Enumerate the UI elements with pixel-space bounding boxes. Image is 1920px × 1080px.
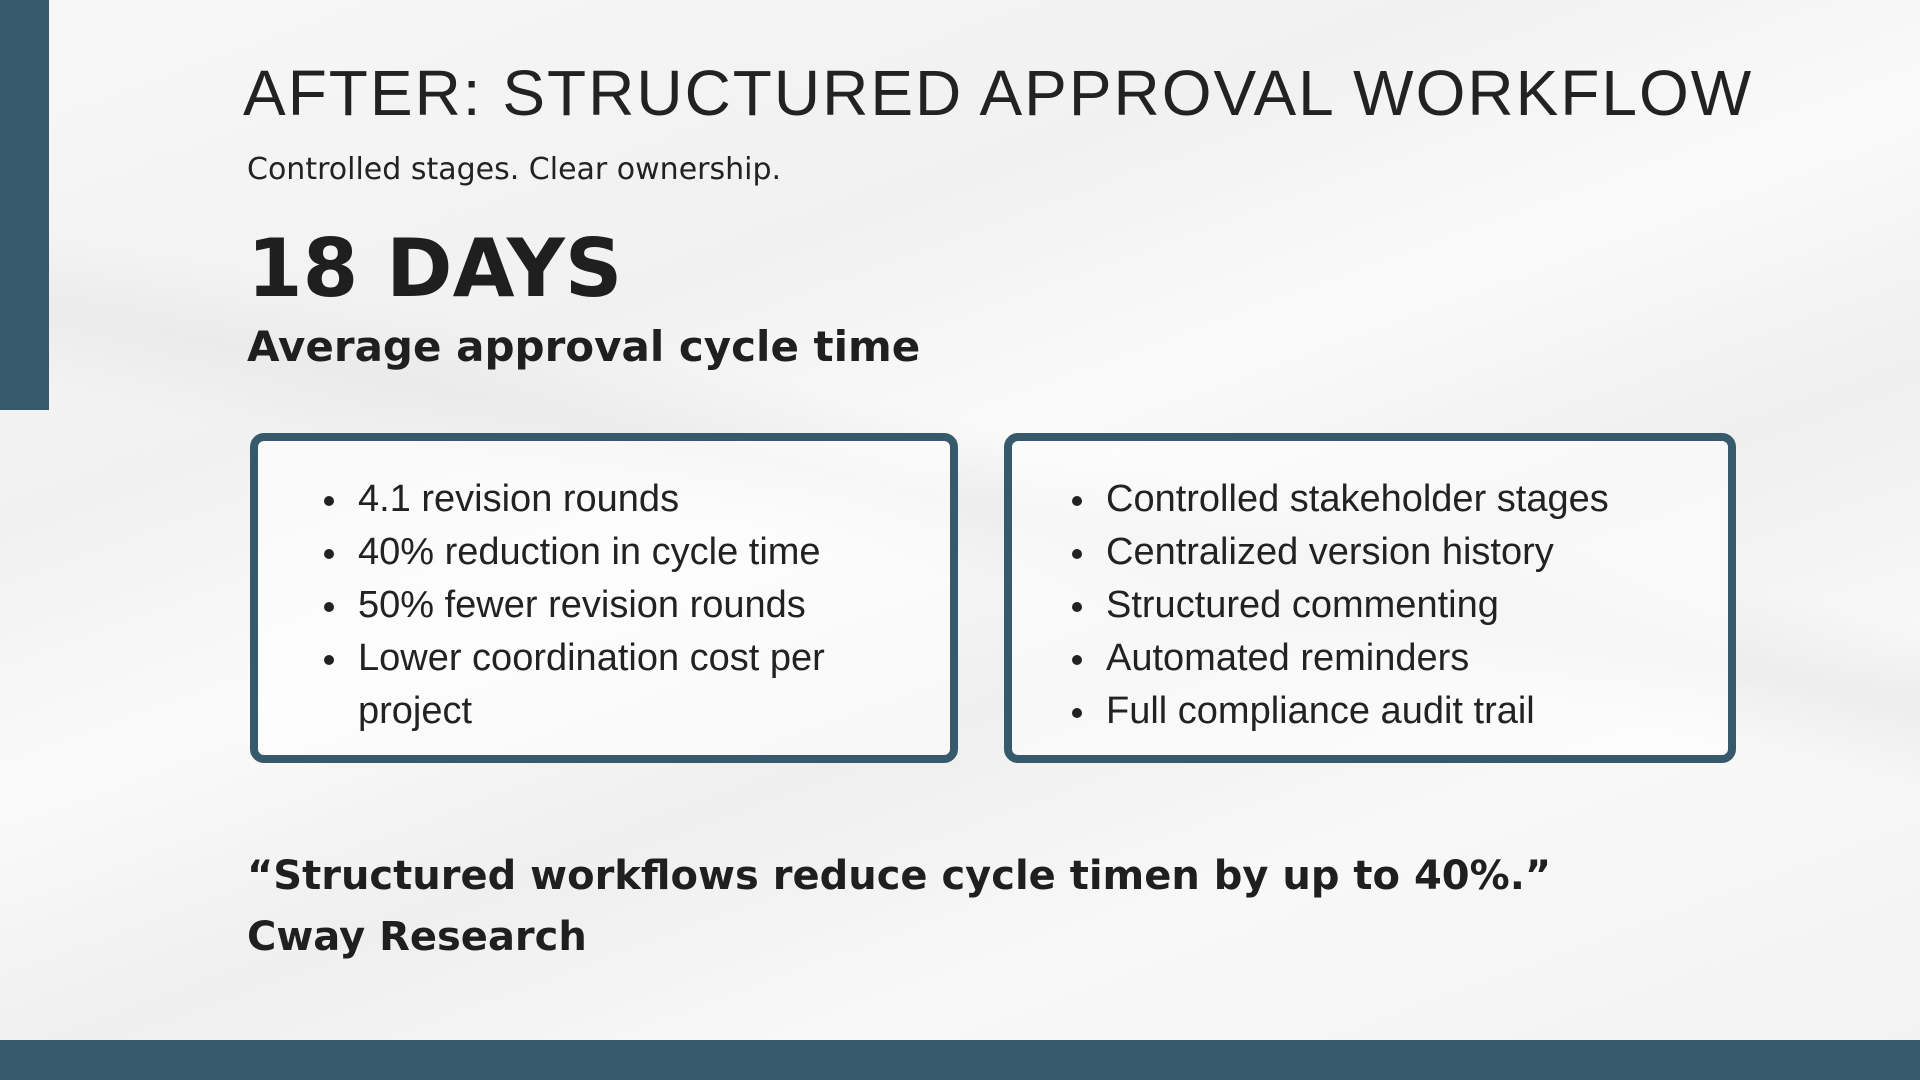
list-item: Centralized version history (1072, 526, 1732, 579)
accent-bar-bottom (0, 1040, 1920, 1080)
accent-bar-left (0, 0, 49, 410)
list-item: 40% reduction in cycle time (324, 526, 944, 579)
list-item: Automated reminders (1072, 632, 1732, 685)
list-item: Structured commenting (1072, 579, 1732, 632)
slide-title: AFTER: STRUCTURED APPROVAL WORKFLOW (243, 57, 1754, 129)
list-item: Lower coordination cost per project (324, 632, 944, 738)
list-item: 50% fewer revision rounds (324, 579, 944, 632)
results-box: 4.1 revision rounds 40% reduction in cyc… (250, 433, 958, 763)
quote-block: “Structured workflows reduce cycle timen… (247, 846, 1551, 968)
list-item: 4.1 revision rounds (324, 473, 944, 526)
features-list: Controlled stakeholder stages Centralize… (1072, 473, 1732, 738)
list-item: Full compliance audit trail (1072, 685, 1732, 738)
quote-source: Cway Research (247, 914, 587, 960)
metric-value: 18 DAYS (247, 222, 623, 315)
slide-subtitle: Controlled stages. Clear ownership. (247, 152, 782, 187)
features-box: Controlled stakeholder stages Centralize… (1004, 433, 1736, 763)
quote-text: “Structured workflows reduce cycle timen… (247, 853, 1552, 899)
results-list: 4.1 revision rounds 40% reduction in cyc… (324, 473, 944, 738)
list-item: Controlled stakeholder stages (1072, 473, 1732, 526)
metric-label: Average approval cycle time (247, 322, 921, 371)
